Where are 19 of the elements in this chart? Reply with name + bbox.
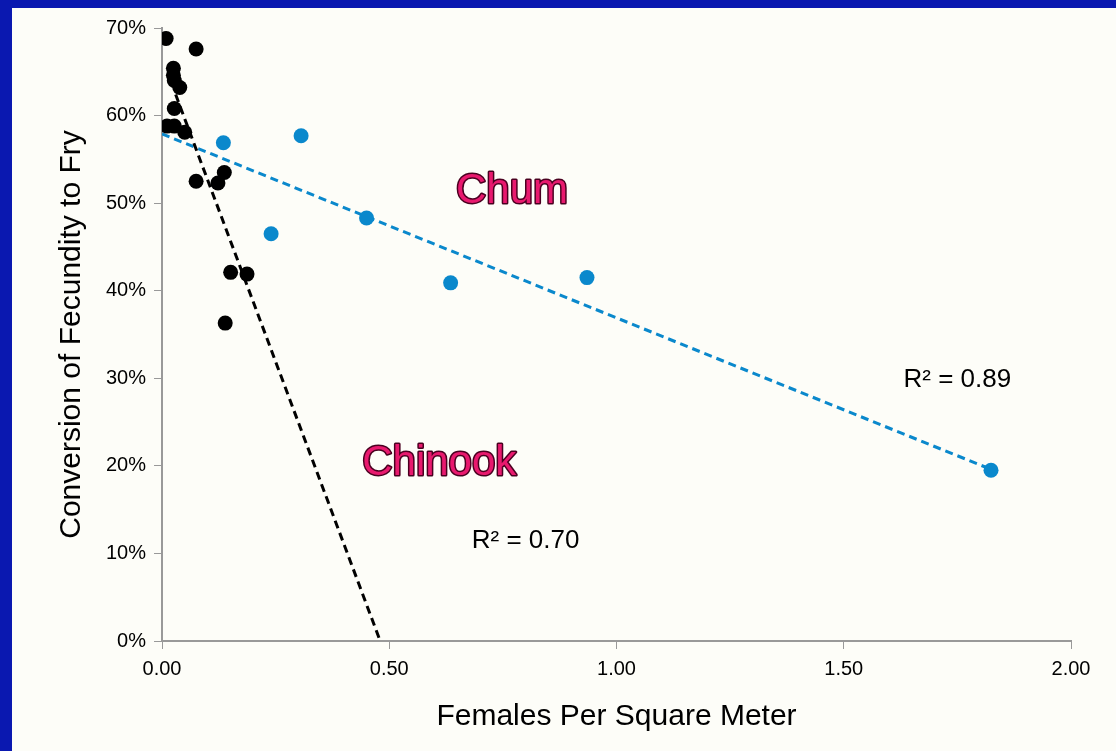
x-tick-label: 2.00: [1051, 656, 1091, 679]
x-tick-label: 1.50: [824, 656, 864, 679]
x-axis-title: Females Per Square Meter: [436, 698, 797, 732]
y-tick-label: 30%: [106, 365, 147, 388]
y-tick-label: 0%: [117, 628, 147, 651]
y-tick-label: 10%: [106, 540, 147, 563]
y-axis-title: Conversion of Fecundity to Fry: [53, 130, 87, 539]
annotation: R² = 0.70: [471, 524, 580, 555]
y-tick-label: 60%: [106, 103, 147, 126]
x-tick-label: 1.00: [597, 656, 636, 679]
y-tick-label: 70%: [106, 15, 147, 38]
x-tick-label: 0.00: [142, 656, 182, 679]
y-tick-label: 40%: [106, 278, 147, 301]
annotation: Chum: [455, 164, 569, 212]
y-tick-label: 20%: [106, 453, 147, 476]
y-tick-label: 50%: [106, 190, 147, 213]
annotation: R² = 0.89: [903, 363, 1012, 394]
annotation: Chinook: [362, 436, 518, 484]
x-tick-label: 0.50: [369, 656, 409, 679]
